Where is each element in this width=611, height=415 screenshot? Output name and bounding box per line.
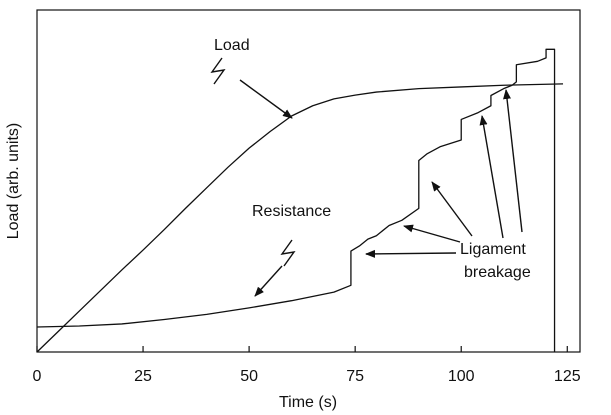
plot bbox=[36, 48, 564, 353]
plot-frame bbox=[36, 9, 581, 353]
arrow bbox=[365, 249, 457, 258]
y-axis-label: Load (arb. units) bbox=[5, 123, 22, 240]
annotation-arrows bbox=[210, 57, 523, 297]
arrow bbox=[239, 79, 293, 119]
arrow bbox=[431, 181, 473, 237]
zigzag bbox=[210, 57, 226, 85]
line bbox=[36, 83, 564, 353]
x-axis-label: Time (s) bbox=[279, 394, 337, 411]
x-tick-label: 125 bbox=[554, 368, 581, 385]
annotation-line: breakage bbox=[464, 264, 531, 281]
line bbox=[36, 48, 556, 352]
x-tick-label: 75 bbox=[346, 368, 364, 385]
x-tick-label: 25 bbox=[134, 368, 152, 385]
x-tick-label: 50 bbox=[240, 368, 258, 385]
series-label: Resistance bbox=[252, 203, 331, 220]
arrow bbox=[479, 115, 504, 239]
x-tick-label: 100 bbox=[448, 368, 475, 385]
annotation-line: Ligament bbox=[460, 241, 526, 258]
arrow bbox=[503, 89, 523, 233]
arrow bbox=[403, 224, 461, 243]
x-tick-label: 0 bbox=[33, 368, 42, 385]
zigzag bbox=[280, 239, 296, 267]
series-label: Load bbox=[214, 37, 250, 54]
arrow bbox=[254, 265, 283, 297]
